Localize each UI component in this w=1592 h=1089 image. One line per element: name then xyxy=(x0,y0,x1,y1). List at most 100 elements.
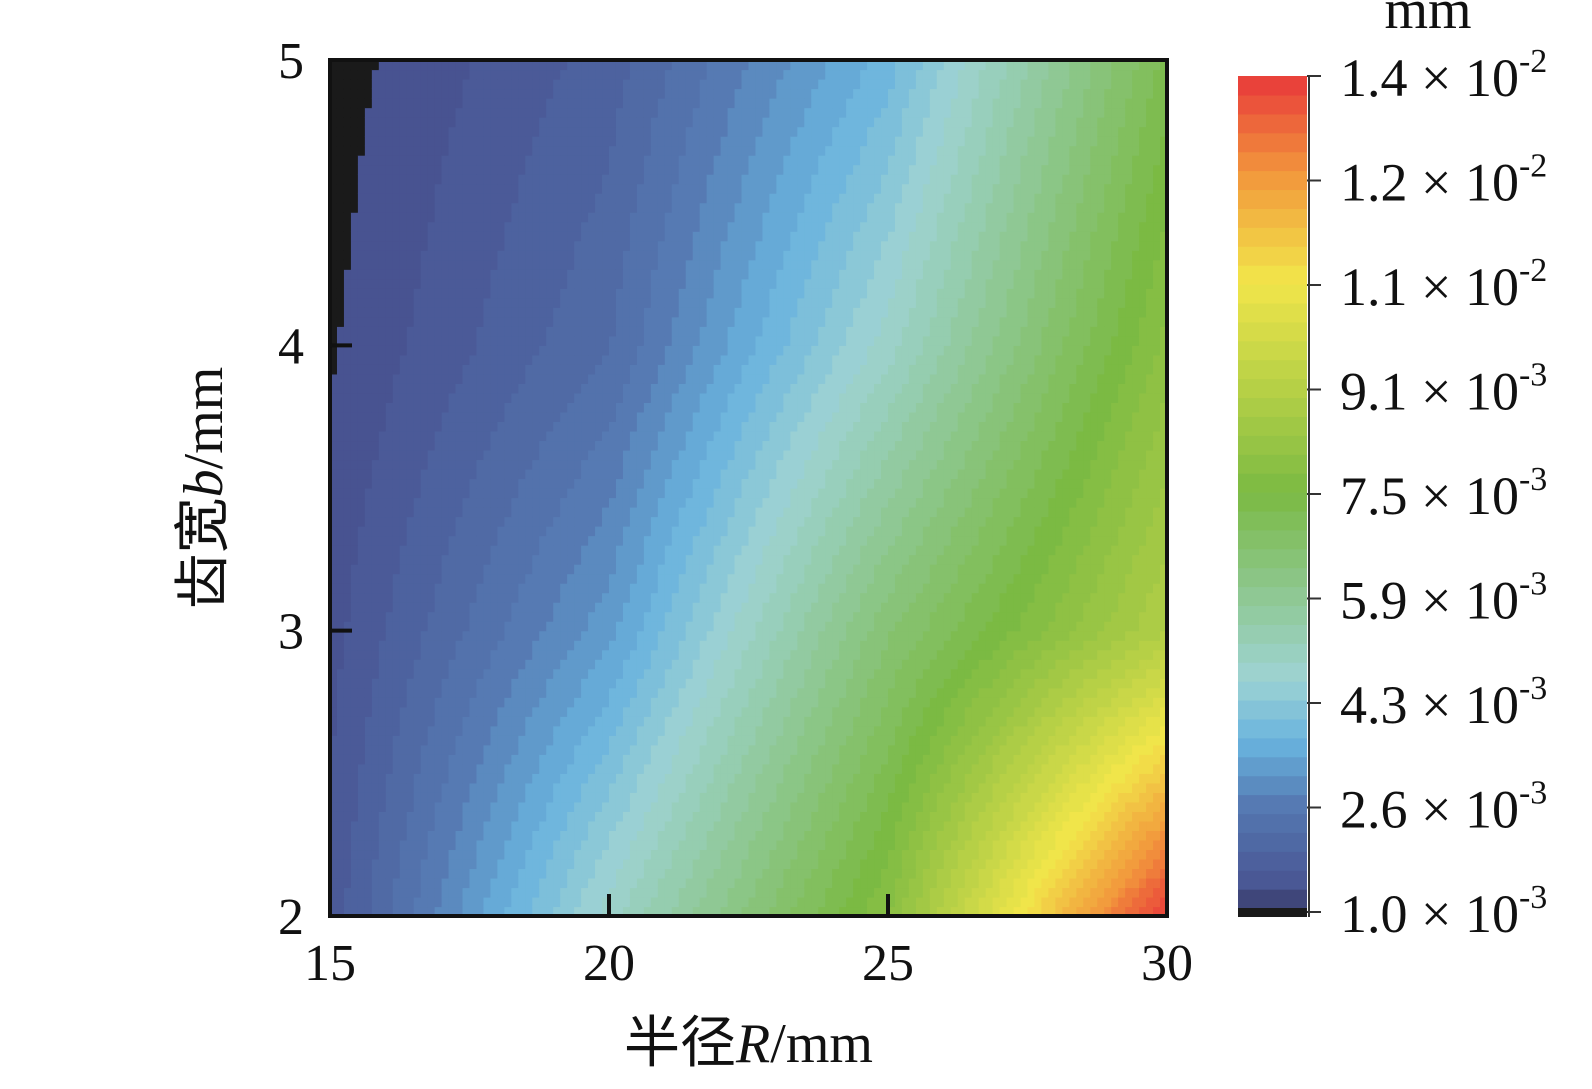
contour-cell xyxy=(553,478,561,489)
contour-cell xyxy=(490,592,498,603)
contour-cell xyxy=(553,887,561,898)
contour-cell xyxy=(685,383,694,394)
contour-cell xyxy=(609,754,617,765)
contour-cell xyxy=(441,326,450,337)
contour-cell xyxy=(567,288,575,299)
contour-cell xyxy=(371,459,380,470)
contour-cell xyxy=(643,535,652,546)
contour-cell xyxy=(413,373,422,384)
contour-cell xyxy=(413,98,422,109)
contour-cell xyxy=(692,354,701,365)
contour-cell xyxy=(671,877,680,889)
contour-cell xyxy=(643,611,652,622)
contour-cell xyxy=(539,126,547,137)
contour-cell xyxy=(357,858,366,870)
contour-cell xyxy=(518,678,526,689)
contour-cell xyxy=(588,478,596,489)
contour-cell xyxy=(588,316,596,327)
contour-cell xyxy=(350,155,359,166)
contour-cell xyxy=(657,545,666,556)
contour-cell xyxy=(330,573,338,584)
contour-cell xyxy=(371,811,380,822)
contour-cell xyxy=(713,621,722,632)
contour-cell xyxy=(546,554,554,565)
contour-cell xyxy=(553,801,561,812)
contour-cell xyxy=(336,202,345,213)
contour-cell xyxy=(574,592,582,603)
contour-cell xyxy=(636,839,645,851)
contour-cell xyxy=(420,126,429,137)
contour-cell xyxy=(650,307,659,318)
contour-cell xyxy=(657,202,666,213)
contour-cell xyxy=(504,430,512,442)
contour-cell xyxy=(678,98,687,109)
contour-cell xyxy=(504,478,512,489)
contour-cell xyxy=(595,98,603,109)
contour-cell xyxy=(699,326,708,337)
contour-cell xyxy=(427,906,436,917)
contour-cell xyxy=(629,801,638,812)
contour-cell xyxy=(350,906,359,917)
contour-cell xyxy=(427,221,436,232)
contour-cell xyxy=(420,488,429,499)
contour-cell xyxy=(399,583,408,594)
contour-cell xyxy=(448,364,457,375)
contour-cell xyxy=(336,754,345,765)
contour-cell xyxy=(483,592,492,603)
contour-cell xyxy=(685,773,694,784)
contour-cell xyxy=(615,640,624,651)
contour-cell xyxy=(350,792,359,803)
contour-cell xyxy=(609,697,617,708)
contour-cell xyxy=(357,592,366,603)
contour-cell xyxy=(392,174,401,185)
contour-cell xyxy=(615,468,624,480)
contour-cell xyxy=(427,212,436,223)
contour-cell xyxy=(350,592,359,603)
contour-cell xyxy=(371,554,380,565)
contour-cell xyxy=(448,459,457,470)
contour-cell xyxy=(490,174,498,185)
contour-cell xyxy=(574,507,582,518)
contour-cell xyxy=(629,507,638,518)
contour-cell xyxy=(692,602,701,613)
contour-cell xyxy=(448,240,457,251)
contour-cell xyxy=(462,497,471,508)
contour-cell xyxy=(371,174,380,185)
contour-cell xyxy=(448,468,457,480)
contour-cell xyxy=(483,545,492,556)
contour-cell xyxy=(567,88,575,99)
contour-cell xyxy=(392,335,401,346)
contour-cell xyxy=(357,735,366,746)
contour-cell xyxy=(692,839,701,851)
contour-cell xyxy=(330,706,338,717)
contour-cell xyxy=(364,782,373,793)
contour-cell xyxy=(469,877,478,889)
contour-cell xyxy=(525,497,533,508)
contour-cell xyxy=(518,545,526,556)
contour-cell xyxy=(699,79,708,90)
contour-cell xyxy=(706,640,715,651)
contour-cell xyxy=(602,326,610,337)
contour-cell xyxy=(371,79,380,90)
contour-cell xyxy=(609,706,617,717)
contour-cell xyxy=(629,583,638,594)
contour-cell xyxy=(427,278,436,289)
contour-cell xyxy=(330,716,338,727)
contour-cell xyxy=(546,592,554,603)
contour-cell xyxy=(511,744,519,755)
contour-cell xyxy=(595,231,603,242)
contour-cell xyxy=(525,811,533,822)
contour-cell xyxy=(378,877,387,889)
contour-cell xyxy=(343,60,352,71)
contour-cell xyxy=(490,250,498,261)
contour-cell xyxy=(581,782,589,793)
contour-cell xyxy=(511,545,519,556)
contour-cell xyxy=(713,678,722,689)
contour-cell xyxy=(685,60,694,71)
contour-cell xyxy=(629,316,638,327)
contour-cell xyxy=(497,744,505,755)
contour-cell xyxy=(330,297,338,308)
contour-cell xyxy=(588,640,596,651)
contour-cell xyxy=(455,164,464,175)
contour-cell xyxy=(525,830,533,841)
